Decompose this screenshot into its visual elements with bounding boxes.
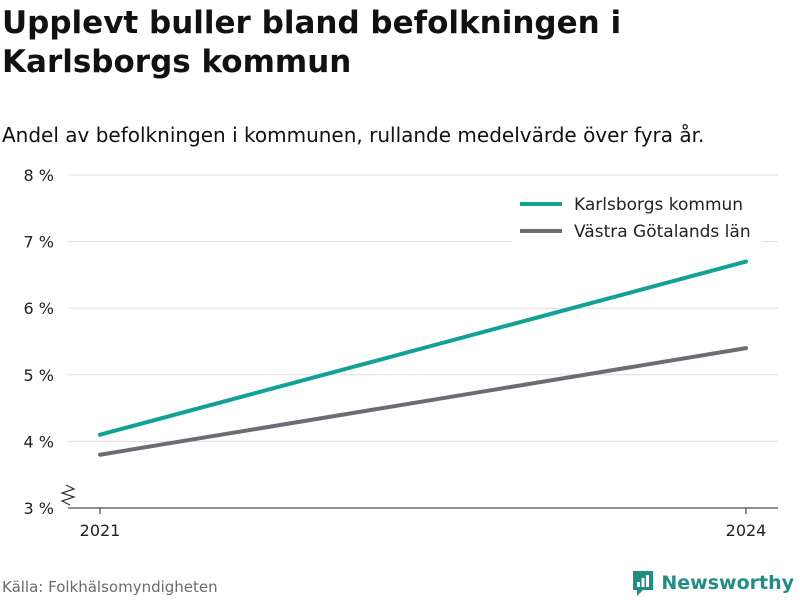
x-tick-label: 2021 <box>80 521 121 540</box>
y-tick-label: 5 % <box>24 366 54 385</box>
newsworthy-logo-icon <box>633 571 654 596</box>
source-note: Källa: Folkhälsomyndigheten <box>2 578 218 596</box>
chart-subtitle: Andel av befolkningen i kommunen, rullan… <box>2 123 705 147</box>
brand-logo: Newsworthy <box>631 568 794 598</box>
y-tick-label: 4 % <box>24 432 54 451</box>
series-line <box>98 346 748 457</box>
legend-label: Västra Götalands län <box>574 222 751 242</box>
axis-break-icon <box>60 484 76 506</box>
legend-background <box>512 182 762 244</box>
legend-label: Karlsborgs kommun <box>574 195 743 215</box>
line-chart: 3 % 4 % 5 % 6 % 7 % 8 % 2021 2024 Karlsborgs kom… <box>24 166 778 540</box>
series-line <box>98 259 748 437</box>
y-tick-label: 6 % <box>24 299 54 318</box>
y-tick-label: 8 % <box>24 166 54 185</box>
brand-name: Newsworthy <box>661 572 794 594</box>
chart-title: Upplevt buller bland befolkningen i Karl… <box>2 5 622 80</box>
y-tick-label: 7 % <box>24 233 54 252</box>
y-tick-label: 3 % <box>24 499 54 518</box>
x-tick-label: 2024 <box>726 521 767 540</box>
